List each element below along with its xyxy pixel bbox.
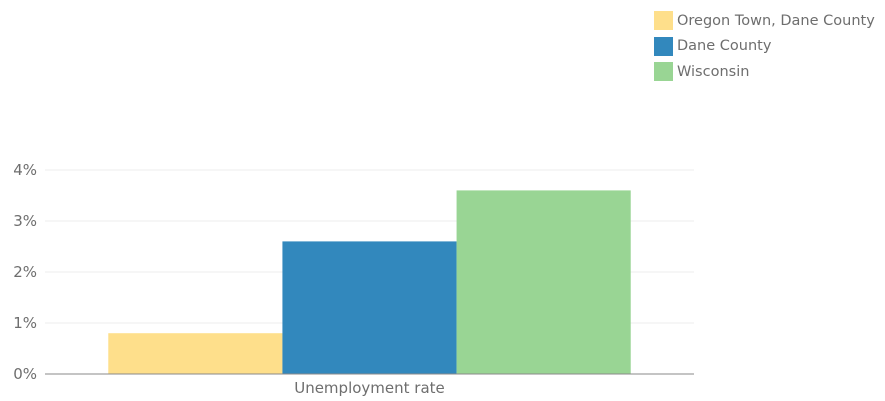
x-axis-labels: Unemployment rate [294, 379, 445, 397]
bar-dane-county [282, 241, 457, 374]
bar-wisconsin [456, 190, 631, 374]
y-tick-label: 2% [13, 263, 37, 281]
bar-oregon-town-dane-county [108, 333, 283, 374]
legend: Oregon Town, Dane County Dane County Wisco… [654, 8, 875, 85]
legend-swatch [654, 62, 673, 82]
x-category-label: Unemployment rate [294, 379, 445, 397]
legend-label: Wisconsin [677, 63, 750, 80]
y-axis-ticks: 0% 1% 2% 3% 4% [13, 161, 37, 383]
legend-item: Wisconsin [654, 59, 875, 85]
legend-item: Oregon Town, Dane County [654, 8, 875, 34]
legend-swatch [654, 11, 673, 31]
bars [108, 190, 631, 374]
y-tick-label: 1% [13, 314, 37, 332]
legend-swatch [654, 36, 673, 56]
legend-label: Dane County [677, 38, 772, 55]
legend-item: Dane County [654, 34, 875, 60]
y-tick-label: 3% [13, 212, 37, 230]
legend-label: Oregon Town, Dane County [677, 12, 875, 29]
y-tick-label: 4% [13, 161, 37, 179]
y-tick-label: 0% [13, 365, 37, 383]
